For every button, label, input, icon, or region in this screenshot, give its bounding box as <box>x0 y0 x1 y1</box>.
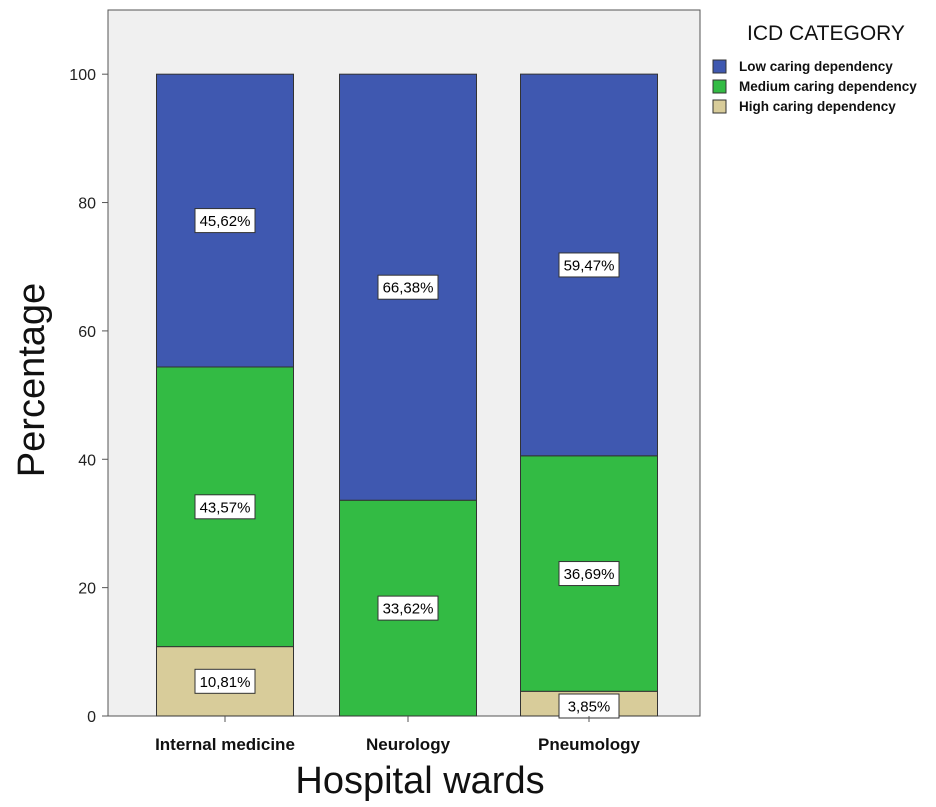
data-label-box <box>558 252 620 278</box>
legend-entry: High caring dependency <box>739 99 896 114</box>
data-label-box <box>377 274 439 300</box>
x-axis: Internal medicine Neurology Pneumology <box>155 716 641 754</box>
x-category-label: Internal medicine <box>155 735 295 754</box>
y-tick-label: 80 <box>78 196 96 213</box>
legend-swatch <box>712 99 727 114</box>
data-label-box <box>377 595 439 621</box>
y-tick-label: 60 <box>78 324 96 341</box>
data-label: 33,62% <box>383 601 434 618</box>
data-label: 36,69% <box>564 566 615 583</box>
data-label-box <box>194 668 256 694</box>
data-labels: 10,81% 43,57% 45,62% 33,62% 66,38% 3,85% 36,69… <box>194 208 620 719</box>
data-label: 10,81% <box>200 674 251 691</box>
data-label-box <box>194 208 256 234</box>
x-category-label: Pneumology <box>538 735 641 754</box>
y-tick-label: 100 <box>69 67 96 84</box>
legend-entry: Low caring dependency <box>739 59 893 74</box>
legend-entry: Medium caring dependency <box>739 79 917 94</box>
data-label-box <box>558 561 620 587</box>
y-axis-title: Percentage <box>11 283 53 477</box>
data-label: 59,47% <box>564 257 615 274</box>
x-category-label: Neurology <box>366 735 451 754</box>
data-label: 3,85% <box>568 699 611 716</box>
y-axis: 0 20 40 60 80 100 <box>69 67 108 726</box>
y-tick-label: 20 <box>78 581 96 598</box>
legend-title: ICD CATEGORY <box>747 22 905 45</box>
legend-swatch <box>712 79 727 94</box>
y-tick-label: 0 <box>87 709 96 726</box>
legend: ICD CATEGORY Low caring dependency Medium… <box>712 22 917 114</box>
data-label-box <box>194 494 256 520</box>
x-axis-title: Hospital wards <box>295 760 544 802</box>
data-label: 43,57% <box>200 499 251 516</box>
y-tick-label: 40 <box>78 452 96 469</box>
legend-swatch <box>712 59 727 74</box>
data-label: 45,62% <box>200 213 251 230</box>
data-label: 66,38% <box>383 280 434 297</box>
